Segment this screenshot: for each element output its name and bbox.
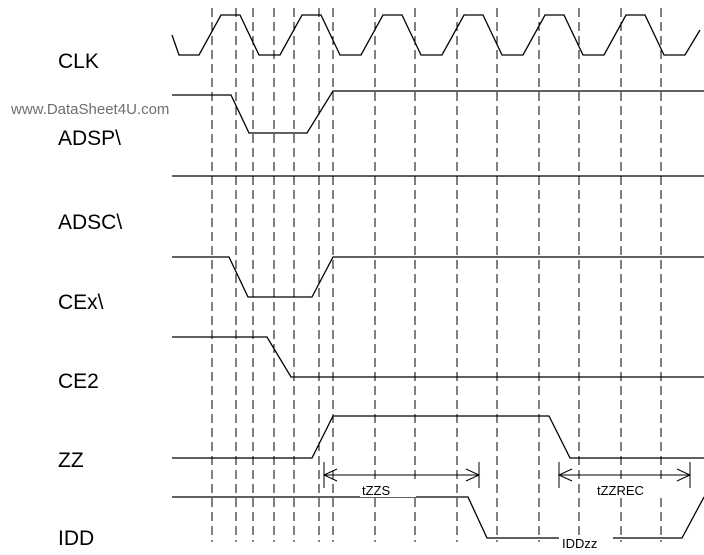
adsp-waveform [172, 90, 704, 134]
tzzs-label: tZZS [362, 483, 390, 498]
signal-label-adsp: ADSP\ [58, 127, 122, 150]
tzzs-arrowhead-left [322, 468, 338, 482]
signal-label-ce2: CE2 [58, 370, 99, 393]
signal-label-cex: CEx\ [58, 291, 104, 314]
zz-waveform [172, 415, 704, 459]
waveforms [171, 14, 704, 539]
ce2-waveform [172, 336, 704, 378]
tzzrec-arrowhead-left [557, 468, 573, 482]
tzzrec-arrowhead-right [676, 468, 692, 482]
cex-waveform [172, 256, 704, 298]
gridlines [211, 8, 662, 542]
iddzz-label: IDDzz [562, 536, 597, 550]
signal-label-clk: CLK [58, 50, 99, 73]
watermark-text: www.DataSheet4U.com [9, 101, 172, 118]
clk-waveform [171, 14, 701, 56]
tzzrec-label: tZZREC [597, 483, 644, 498]
signal-label-zz: ZZ [58, 449, 84, 472]
signal-label-adsc: ADSC\ [58, 211, 123, 234]
signal-label-idd: IDD [58, 527, 95, 550]
tzzs-arrowhead-right [465, 468, 481, 482]
idd-waveform [172, 496, 704, 539]
timing-arrows [322, 462, 692, 488]
